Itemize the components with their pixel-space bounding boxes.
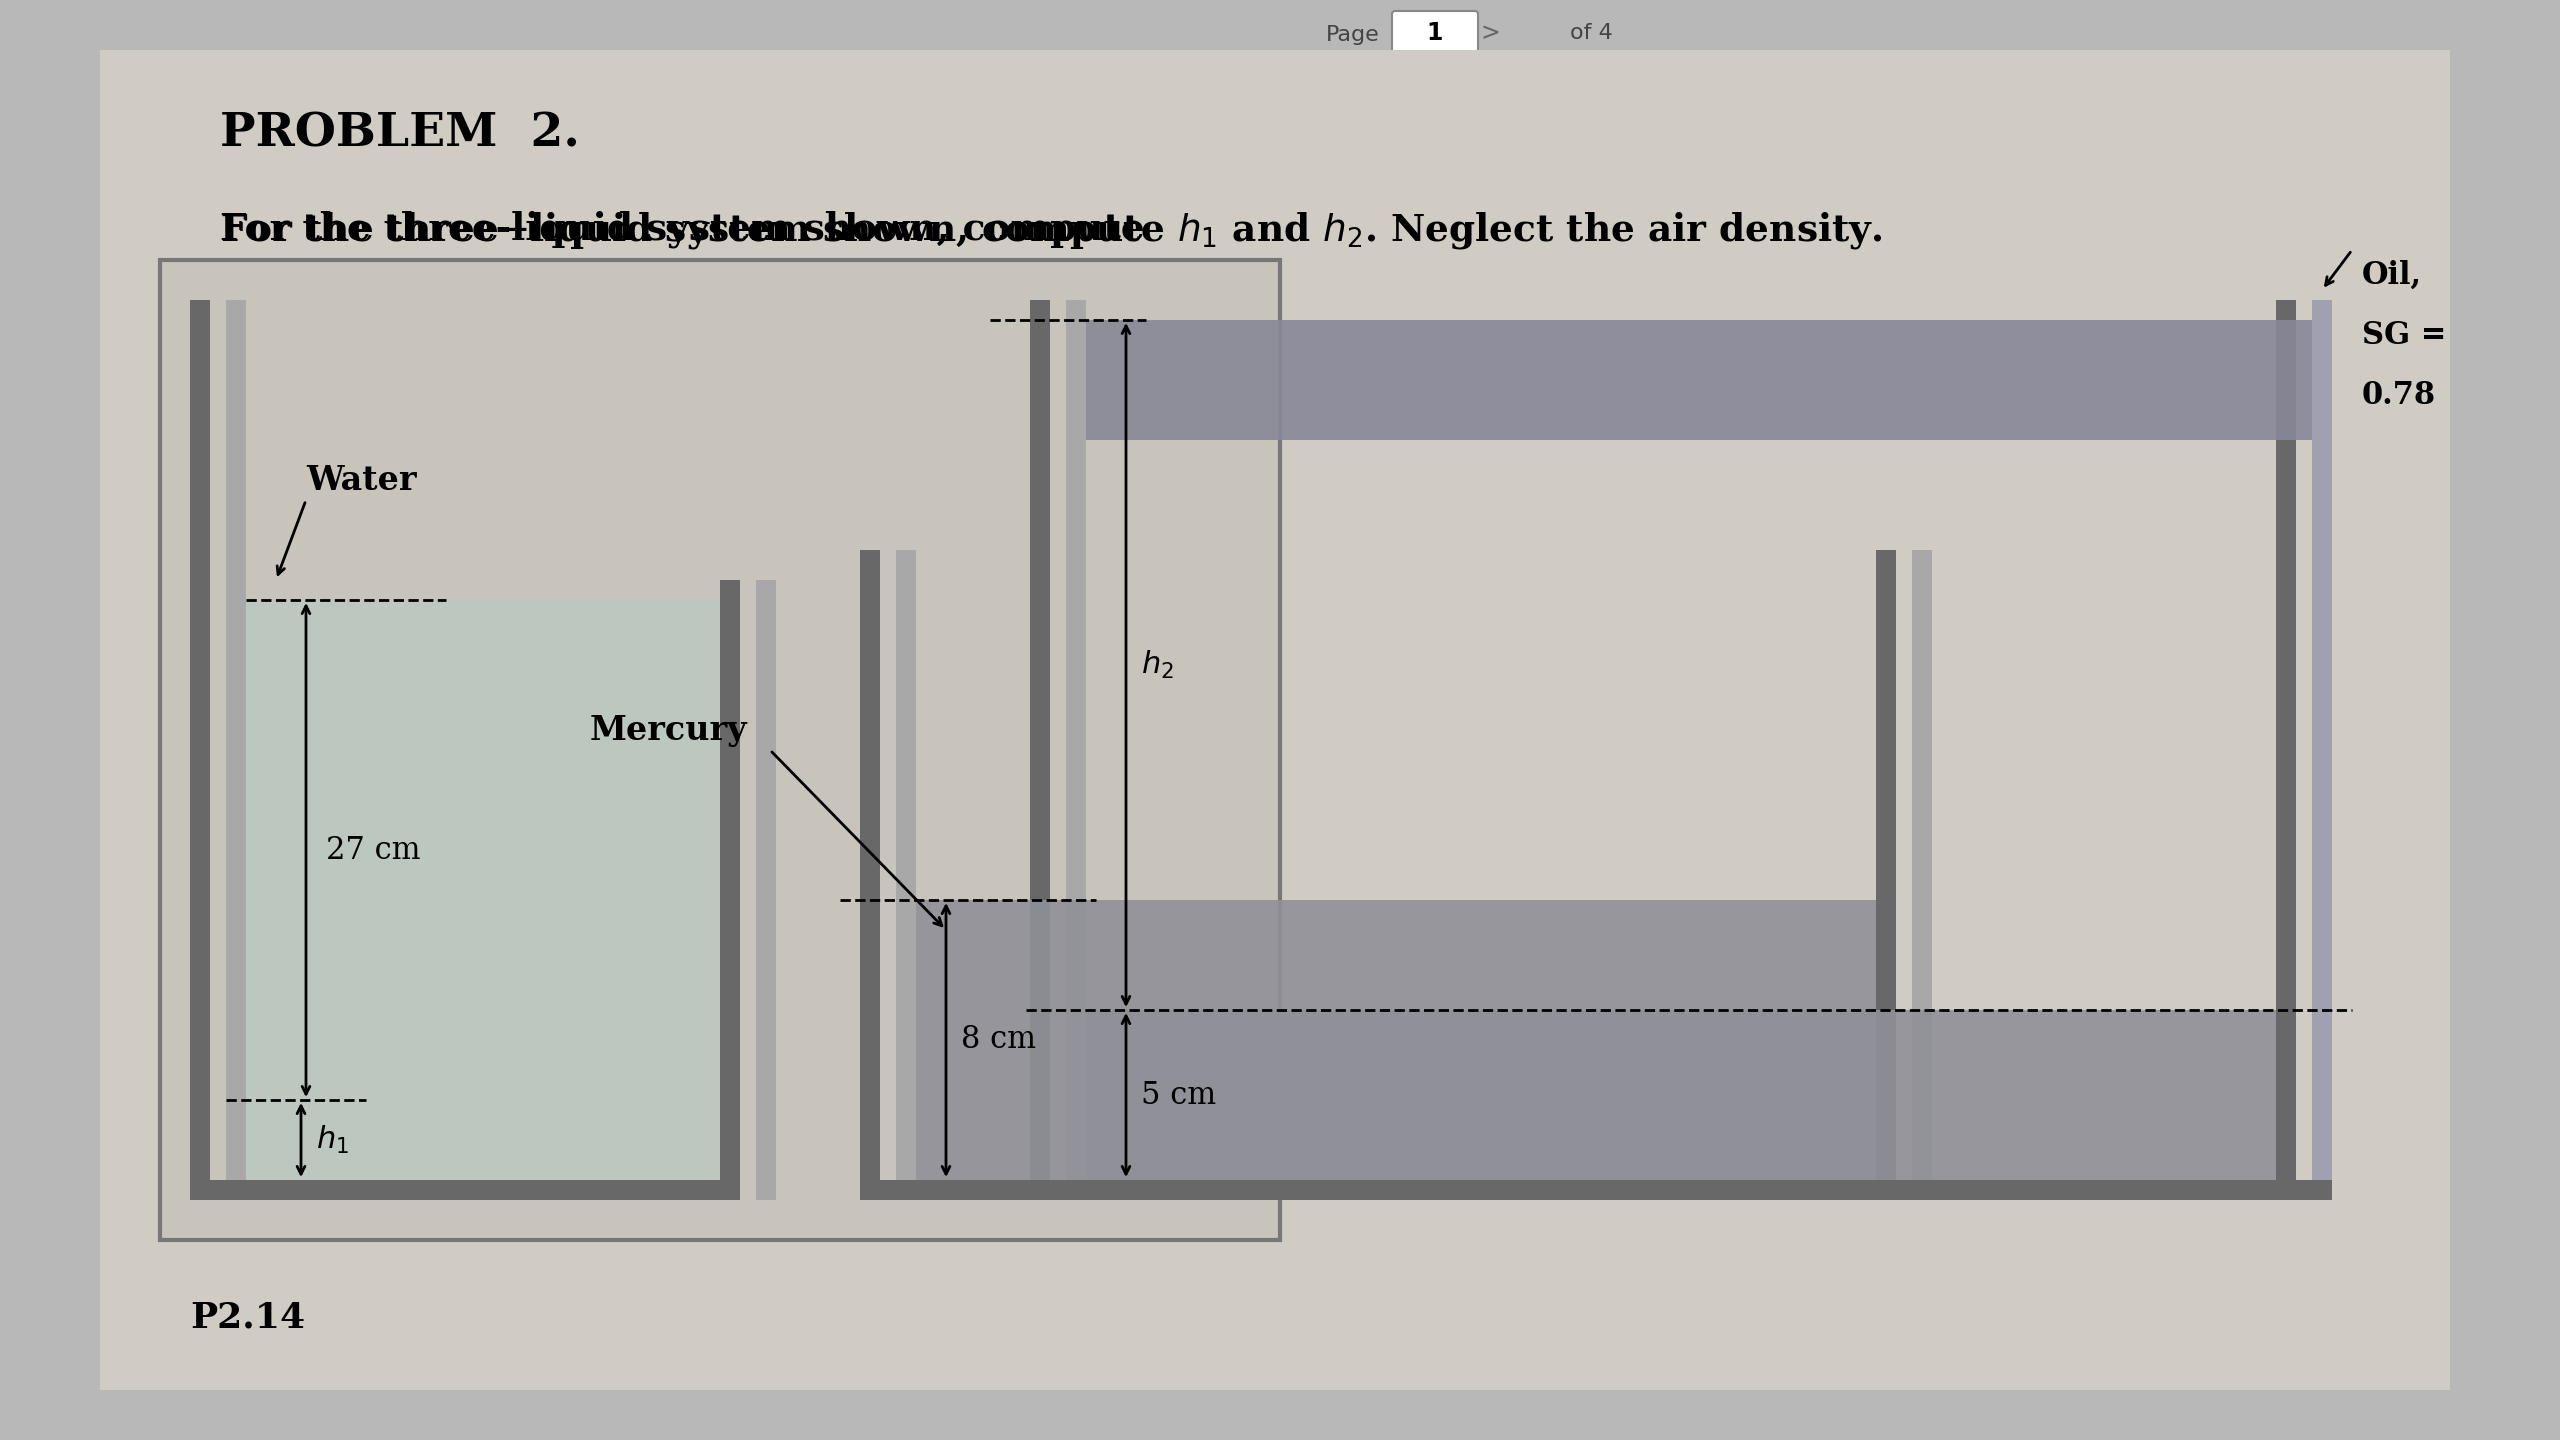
- Text: Page: Page: [1326, 24, 1380, 45]
- FancyBboxPatch shape: [1393, 12, 1477, 55]
- Bar: [755, 580, 776, 1200]
- Bar: [2312, 300, 2332, 1200]
- Bar: [1912, 550, 1933, 1200]
- Text: Oil,: Oil,: [2363, 261, 2422, 291]
- Bar: [896, 550, 916, 1200]
- Bar: [189, 1179, 740, 1200]
- Text: 1: 1: [1426, 22, 1444, 45]
- Text: Water: Water: [307, 464, 417, 497]
- Bar: [246, 600, 719, 1179]
- Bar: [2276, 300, 2296, 1200]
- Text: 5 cm: 5 cm: [1142, 1080, 1216, 1110]
- Bar: [189, 300, 210, 1200]
- Text: For the three-liquid system shown, compute: For the three-liquid system shown, compu…: [220, 210, 1157, 248]
- Text: >: >: [1480, 22, 1500, 45]
- Text: P2.14: P2.14: [189, 1300, 305, 1333]
- Text: 8 cm: 8 cm: [960, 1024, 1037, 1056]
- Bar: [159, 261, 1280, 1240]
- Text: SG =: SG =: [2363, 320, 2447, 351]
- Text: 0.78: 0.78: [2363, 380, 2437, 410]
- Bar: [1065, 300, 1085, 1200]
- Bar: [1085, 320, 2312, 441]
- Text: of 4: of 4: [1569, 23, 1613, 43]
- Text: Mercury: Mercury: [589, 713, 748, 746]
- Text: $h_1$: $h_1$: [315, 1125, 348, 1156]
- Bar: [1876, 550, 1897, 1200]
- Bar: [860, 550, 881, 1200]
- Text: 27 cm: 27 cm: [325, 835, 420, 865]
- Bar: [916, 900, 1876, 1179]
- Bar: [860, 1179, 1933, 1200]
- Bar: [719, 580, 740, 1200]
- Bar: [225, 300, 246, 1200]
- Text: For the three$-$liquid system shown, compute $h_1$ and $h_2$. Neglect the air de: For the three$-$liquid system shown, com…: [220, 210, 1882, 251]
- Bar: [1085, 1009, 2276, 1179]
- Text: $h_2$: $h_2$: [1142, 649, 1175, 681]
- Bar: [1029, 1179, 2332, 1200]
- Bar: [1029, 300, 1050, 1200]
- Text: PROBLEM  2.: PROBLEM 2.: [220, 109, 581, 156]
